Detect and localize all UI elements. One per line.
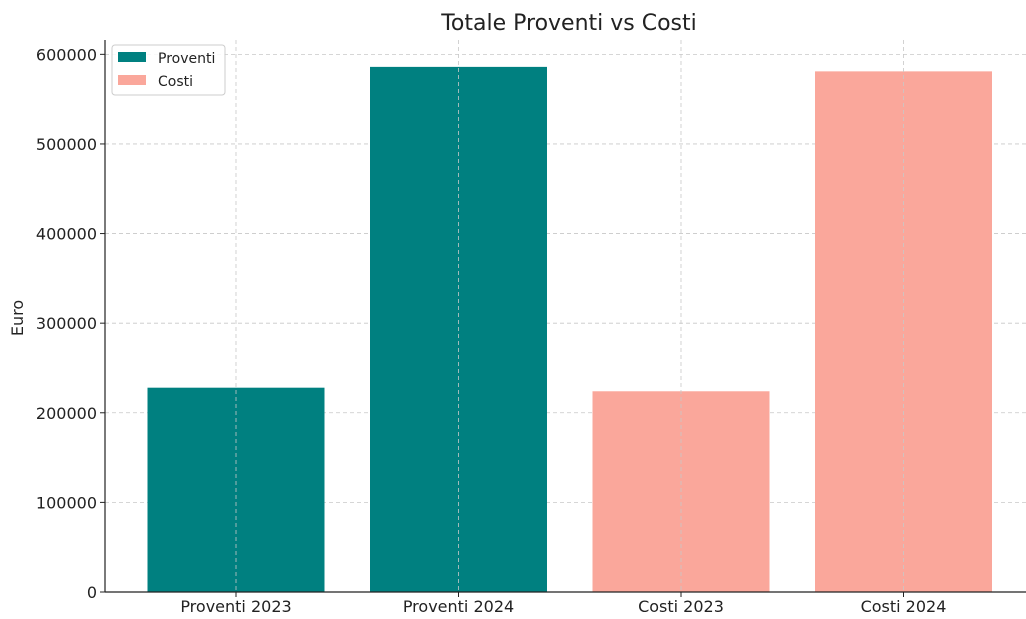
y-tick-label: 300000	[36, 314, 97, 333]
x-tick-label: Proventi 2024	[403, 597, 514, 616]
axes: 0 100000 200000 300000 400000 500000 600000 Pro…	[36, 40, 1026, 616]
bars	[147, 66, 992, 592]
legend: Proventi Costi	[111, 44, 226, 96]
y-tick-label: 600000	[36, 45, 97, 64]
legend-label-costi: Costi	[158, 74, 193, 90]
x-tick-label: Costi 2023	[638, 597, 724, 616]
y-tick-label: 0	[87, 583, 97, 602]
x-tick-label: Proventi 2023	[180, 597, 291, 616]
legend-swatch-costi	[118, 75, 146, 85]
y-tick-label: 400000	[36, 225, 97, 244]
legend-label-proventi: Proventi	[158, 51, 215, 67]
bar	[815, 71, 992, 592]
chart-title: Totale Proventi vs Costi	[440, 11, 697, 36]
legend-swatch-proventi	[118, 52, 146, 62]
y-tick-label: 200000	[36, 404, 97, 423]
y-tick-label: 100000	[36, 493, 97, 512]
y-tick-label: 500000	[36, 135, 97, 154]
x-tick-label: Costi 2024	[861, 597, 947, 616]
y-axis-label: Euro	[8, 300, 27, 336]
